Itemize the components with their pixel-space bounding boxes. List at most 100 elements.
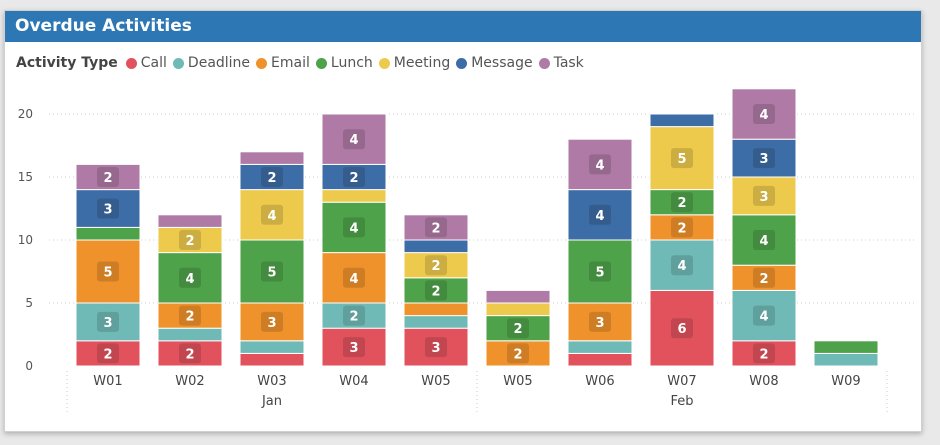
data-label-bg xyxy=(425,280,447,301)
bar-segment-message xyxy=(403,239,469,254)
data-label: 4 xyxy=(677,259,686,274)
data-label-bg xyxy=(671,318,693,339)
data-label: 4 xyxy=(595,209,604,224)
title-bar: Overdue Activities xyxy=(5,11,921,42)
bar-segment-task xyxy=(157,214,223,228)
data-label-bg xyxy=(753,148,775,169)
legend-item-meeting[interactable]: Meeting xyxy=(378,55,450,71)
legend-dot-icon xyxy=(125,57,137,69)
legend-item-task[interactable]: Task xyxy=(538,55,584,71)
x-category-label: W05 xyxy=(503,374,532,389)
bar-segment-task xyxy=(731,88,797,140)
bar-segment-message xyxy=(239,163,305,191)
bar-segment-deadline xyxy=(239,340,305,354)
data-label: 2 xyxy=(677,221,686,236)
data-label-bg xyxy=(425,337,447,358)
stacked-bar-chart: 0 5 10 15 20 2 3 5 3 2 W01 2 2 4 2 W02 3 5 4 2 W03 3 2 4 4 2 4 W04 3… xyxy=(18,88,915,415)
legend-dot-icon xyxy=(172,57,184,69)
bar-segment-task xyxy=(75,163,141,191)
bar-segment-call xyxy=(321,327,387,367)
data-label-bg xyxy=(753,104,775,124)
data-label: 2 xyxy=(513,347,522,362)
bar-segment-call xyxy=(567,352,633,367)
data-label: 2 xyxy=(759,272,768,287)
bar-segment-call xyxy=(649,289,715,367)
y-tick-label: 15 xyxy=(18,170,33,184)
bar-segment-email xyxy=(567,302,633,342)
legend-label: Call xyxy=(140,55,167,71)
bar-segment-meeting xyxy=(403,252,469,279)
data-label: 2 xyxy=(267,171,276,186)
bar-segment-call xyxy=(157,340,223,367)
legend-item-message[interactable]: Message xyxy=(456,55,533,71)
bar-segment-lunch xyxy=(731,214,797,266)
data-label: 2 xyxy=(103,347,112,362)
bar-segment-meeting xyxy=(239,189,305,241)
x-category-label: W02 xyxy=(175,374,204,389)
bar-segment-message xyxy=(649,113,715,128)
bar-segment-lunch xyxy=(239,239,305,304)
bar-segment-deadline xyxy=(567,340,633,354)
x-group-label: Jan xyxy=(261,394,282,409)
data-label-bg xyxy=(589,154,611,175)
x-category-label: W05 xyxy=(421,374,450,389)
data-label-bg xyxy=(589,204,611,225)
legend-item-lunch[interactable]: Lunch xyxy=(315,55,373,71)
legend-dot-icon xyxy=(456,57,468,69)
bar-segment-message xyxy=(567,189,633,241)
bar-segment-lunch xyxy=(649,189,715,216)
data-label-bg xyxy=(179,267,201,288)
data-label-bg xyxy=(179,305,201,326)
data-label: 5 xyxy=(677,152,686,167)
legend-dot-icon xyxy=(378,57,390,69)
bar-segment-email xyxy=(157,302,223,329)
data-label: 4 xyxy=(759,108,768,123)
data-label: 2 xyxy=(103,171,112,186)
data-label-bg xyxy=(753,185,775,206)
data-label: 2 xyxy=(677,196,686,211)
legend-label: Lunch xyxy=(330,55,373,71)
bar-segment-call xyxy=(75,340,141,367)
legend-item-email[interactable]: Email xyxy=(256,55,310,71)
data-label: 2 xyxy=(431,284,440,299)
data-label: 2 xyxy=(759,347,768,362)
data-label: 5 xyxy=(595,266,604,281)
data-label-bg xyxy=(671,192,693,213)
data-label-bg xyxy=(507,318,529,339)
bar-segment-deadline xyxy=(157,327,223,342)
data-label-bg xyxy=(589,261,611,282)
bar-segment-task xyxy=(403,214,469,241)
data-label-bg xyxy=(343,129,365,150)
bar-segment-deadline xyxy=(731,289,797,342)
overdue-activities-card: Overdue Activities Activity Type Call Dea… xyxy=(4,10,922,432)
bar-segment-email xyxy=(403,302,469,317)
legend-title: Activity Type xyxy=(16,55,118,71)
data-label: 2 xyxy=(349,310,358,325)
data-label: 2 xyxy=(431,221,440,236)
data-label-bg xyxy=(179,343,201,364)
bar-segment-lunch xyxy=(75,226,141,241)
data-label-bg xyxy=(507,343,529,364)
data-label: 2 xyxy=(431,259,440,274)
data-label-bg xyxy=(343,305,365,326)
data-label: 4 xyxy=(759,310,768,325)
data-label-bg xyxy=(97,167,119,187)
bar-segment-deadline xyxy=(813,352,879,367)
bar-segment-deadline xyxy=(649,239,715,291)
data-label-bg xyxy=(671,148,693,169)
legend-item-deadline[interactable]: Deadline xyxy=(172,55,250,71)
bar-segment-call xyxy=(731,340,797,367)
data-label-bg xyxy=(343,337,365,358)
data-label-bg xyxy=(261,311,283,332)
bar-segment-lunch xyxy=(157,252,223,304)
bar-segment-email xyxy=(649,214,715,241)
x-category-label: W09 xyxy=(831,374,860,389)
data-label: 3 xyxy=(431,341,440,356)
bar-segment-message xyxy=(321,163,387,191)
x-category-label: W07 xyxy=(667,374,696,389)
data-label-bg xyxy=(671,217,693,238)
legend-item-call[interactable]: Call xyxy=(125,55,167,71)
data-label-bg xyxy=(343,167,365,187)
data-label: 3 xyxy=(595,316,604,331)
bar-segment-meeting xyxy=(731,176,797,216)
